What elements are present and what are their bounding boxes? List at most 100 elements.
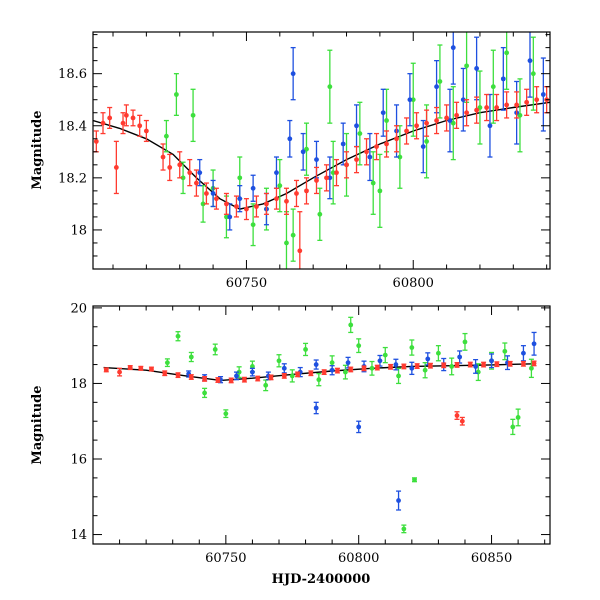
data-point (490, 84, 496, 90)
data-point (388, 364, 393, 370)
data-point (434, 118, 439, 123)
data-point (407, 97, 413, 103)
data-point (212, 347, 218, 352)
data-point (348, 367, 354, 372)
data-point (244, 206, 249, 212)
data-point (304, 146, 309, 152)
data-point (324, 175, 329, 181)
data-point (242, 377, 247, 383)
data-point (517, 112, 523, 118)
data-point (202, 376, 207, 382)
data-point (354, 123, 359, 129)
data-point (530, 71, 536, 77)
data-point (295, 371, 300, 377)
data-point (393, 362, 399, 367)
data-point (210, 191, 216, 196)
data-point (314, 178, 319, 183)
data-point (163, 133, 169, 139)
data-point (444, 115, 449, 121)
data-point (382, 352, 388, 358)
data-point (361, 365, 367, 371)
top-panel-ticks: 60750 60800 18 18.2 18.4 18.6 (58, 32, 550, 291)
data-point (424, 138, 429, 144)
data-point (527, 58, 533, 64)
data-point (450, 120, 456, 126)
data-point (281, 365, 287, 371)
data-point (234, 204, 239, 209)
data-point (313, 405, 319, 411)
bottom-panel-frame (92, 305, 551, 545)
x-tick-label: 60750 (226, 276, 267, 291)
data-point (177, 162, 183, 168)
top-panel-ylabel: Magnitude (30, 110, 45, 189)
data-point (284, 198, 289, 204)
data-point (521, 361, 526, 367)
data-point (514, 102, 520, 108)
data-point (330, 170, 336, 176)
bottom-panel-ticks: 60750 60800 60850 14 16 18 20 (70, 301, 550, 566)
data-point (264, 201, 269, 207)
data-point (130, 115, 136, 121)
data-point (367, 154, 373, 160)
data-point (524, 99, 530, 105)
data-point (504, 102, 510, 108)
data-point (204, 191, 209, 196)
data-point (401, 526, 407, 532)
data-point (394, 136, 399, 142)
data-point (281, 373, 287, 379)
data-point (268, 375, 274, 380)
data-point (449, 364, 455, 369)
series-red (93, 86, 550, 269)
data-point (343, 369, 348, 375)
y-tick-label: 16 (70, 453, 87, 468)
data-point (441, 362, 447, 368)
data-point (175, 333, 181, 339)
series-blue (186, 331, 537, 511)
data-point (454, 112, 459, 118)
data-point (412, 477, 417, 483)
data-point (113, 165, 119, 170)
data-point (377, 188, 383, 194)
data-point (425, 356, 431, 362)
bottom-panel-xlabel: HJD-2400000 (272, 572, 371, 587)
data-point (481, 362, 486, 367)
data-point (409, 345, 415, 350)
x-tick-label: 60750 (205, 551, 246, 566)
y-tick-label: 18.4 (58, 119, 87, 134)
data-point (515, 415, 521, 420)
data-point (304, 188, 309, 194)
data-point (167, 165, 173, 170)
data-point (100, 120, 106, 126)
data-point (228, 378, 234, 383)
data-point (340, 141, 346, 147)
y-tick-label: 14 (70, 528, 87, 543)
data-point (187, 170, 193, 176)
data-point (194, 180, 199, 186)
data-point (420, 144, 426, 149)
data-point (464, 110, 470, 116)
x-tick-label: 60800 (338, 551, 379, 566)
data-point (263, 382, 269, 388)
data-point (348, 322, 354, 328)
data-point (138, 365, 144, 371)
data-point (188, 354, 194, 360)
data-point (457, 354, 463, 360)
data-point (436, 350, 441, 356)
data-point (410, 97, 416, 103)
data-point (428, 363, 433, 369)
top-panel: 60750 60800 18 18.2 18.4 18.6 Magnitude (30, 31, 551, 291)
data-point (162, 370, 168, 376)
data-point (224, 214, 229, 220)
data-point (335, 368, 340, 373)
data-point (127, 365, 133, 370)
data-point (188, 374, 194, 380)
data-point (494, 361, 500, 367)
y-tick-label: 18.2 (58, 171, 87, 186)
data-point (460, 97, 466, 103)
data-point (404, 128, 409, 134)
data-point (250, 369, 255, 375)
data-point (356, 424, 362, 430)
data-point (474, 107, 480, 113)
data-point (354, 157, 359, 163)
data-point (329, 360, 335, 366)
